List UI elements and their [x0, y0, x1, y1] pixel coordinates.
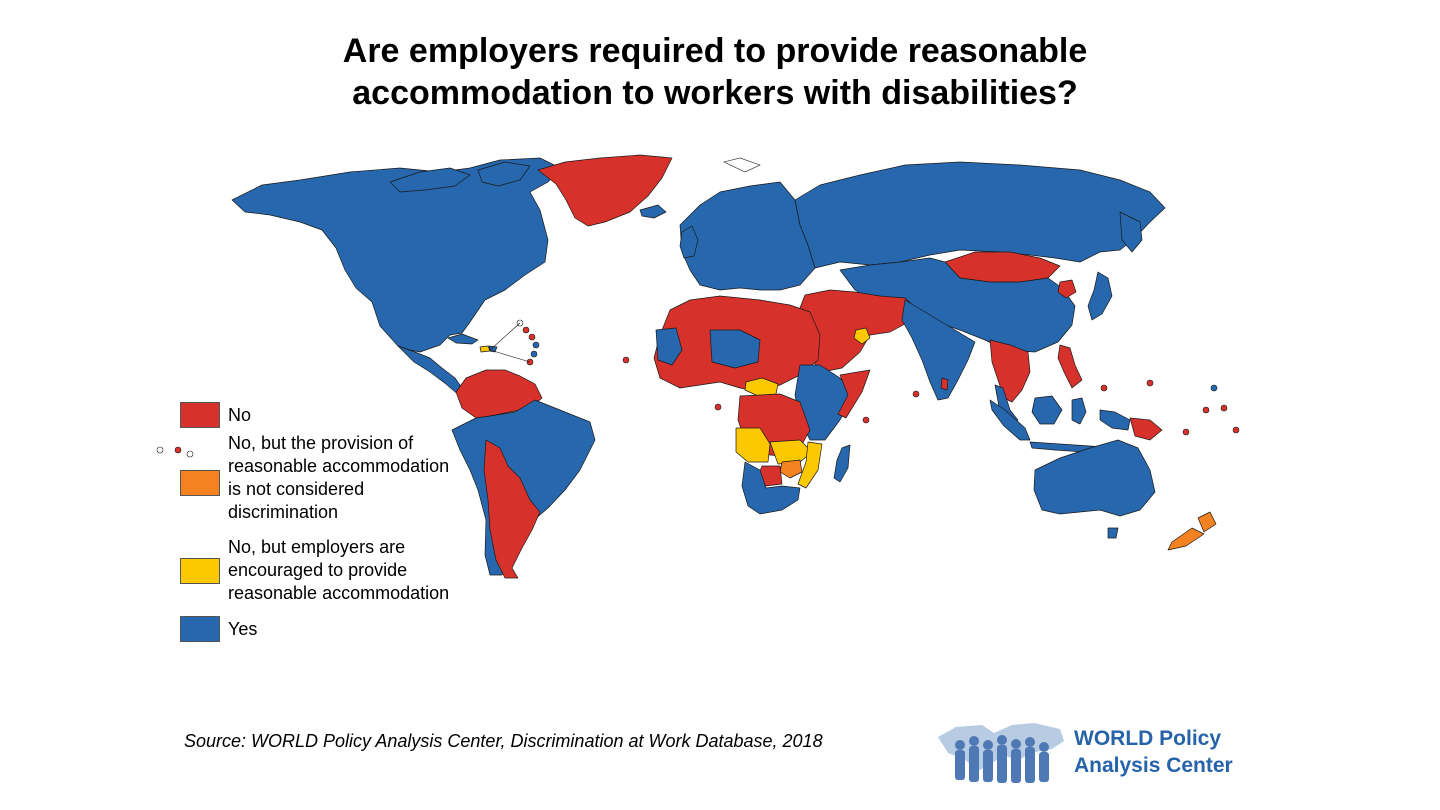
legend-no-not-discrimination-line-3: is not considered	[228, 479, 365, 499]
world-map	[156, 154, 1240, 579]
logo-line-2: Analysis Center	[1074, 754, 1233, 777]
region-iceland	[639, 204, 667, 219]
legend-no-not-discrimination-line-4: discrimination	[228, 502, 339, 522]
region-british-isles	[679, 225, 699, 259]
region-europe	[679, 181, 816, 291]
region-haiti	[479, 345, 491, 353]
legend-yes-line-1: Yes	[228, 619, 258, 639]
region-russia	[794, 161, 1166, 269]
legend-no-not-discrimination-line-2: reasonable accommodation	[228, 456, 450, 476]
region-madagascar	[833, 444, 851, 483]
legend-no-encouraged-line-3: reasonable accommodation	[228, 583, 450, 603]
region-greenland	[537, 154, 673, 227]
region-sri-lanka	[940, 377, 949, 391]
region-west-africa-coast	[655, 327, 683, 366]
region-sahel-center	[709, 329, 761, 369]
island-marker-samoa	[156, 446, 164, 454]
region-south-asia	[901, 299, 976, 401]
island-marker-caribbean-4	[532, 341, 540, 349]
legend-swatch-no	[180, 402, 220, 428]
island-marker-palau	[1100, 384, 1108, 392]
source-citation: Source: WORLD Policy Analysis Center, Di…	[184, 731, 823, 751]
map-title-line-2: accommodation to workers with disabiliti…	[352, 74, 1078, 112]
region-north-korea	[1057, 279, 1077, 299]
legend-no-not-discrimination-line-1: No, but the provision of	[228, 433, 414, 453]
region-new-zealand-south	[1167, 527, 1205, 551]
island-marker-tuvalu	[1232, 426, 1240, 434]
region-oman	[853, 327, 871, 345]
region-mozambique	[797, 441, 823, 489]
island-marker-cape-verde	[622, 356, 630, 364]
island-marker-caribbean-5	[530, 350, 538, 358]
region-angola	[735, 427, 771, 463]
map-title: Are employers required to provide reason…	[0, 30, 1430, 114]
region-tasmania	[1107, 527, 1119, 539]
region-borneo	[1031, 395, 1063, 425]
island-marker-caribbean-2	[522, 326, 530, 334]
island-marker-cook	[186, 450, 194, 458]
legend-swatch-yes	[180, 616, 220, 642]
legend-label-yes: Yes	[228, 618, 257, 641]
island-marker-vanuatu	[1182, 428, 1190, 436]
logo-line-1: WORLD Policy	[1074, 727, 1222, 750]
island-marker-kiribati	[1220, 404, 1228, 412]
region-canadian-arctic-islands	[389, 167, 471, 193]
region-baffin-island	[477, 161, 531, 187]
region-somalia	[837, 369, 871, 419]
legend-label-no-encouraged: No, but employers are encouraged to prov…	[228, 536, 449, 605]
region-north-america	[231, 157, 561, 353]
antarctic-outline-fragment	[723, 157, 761, 173]
island-marker-nauru	[1202, 406, 1210, 414]
region-southeast-asia-mainland	[989, 339, 1031, 403]
region-zimbabwe	[779, 459, 803, 479]
region-philippines	[1057, 344, 1083, 389]
region-southern-cone	[483, 439, 541, 579]
region-new-zealand-north	[1197, 511, 1217, 533]
island-marker-micronesia	[1146, 379, 1154, 387]
caribbean-leader-line-2	[489, 349, 531, 363]
island-marker-sao-tome	[714, 403, 722, 411]
region-southern-africa	[741, 461, 801, 515]
island-marker-seychelles	[862, 416, 870, 424]
region-kamchatka	[1119, 211, 1143, 253]
region-zambia	[769, 439, 813, 465]
region-australia	[1033, 439, 1156, 517]
region-sulawesi	[1071, 397, 1087, 425]
caribbean-leader-lines	[489, 322, 521, 351]
legend-no-line-1: No	[228, 405, 252, 425]
island-marker-caribbean-3	[528, 333, 536, 341]
legend-label-no: No	[228, 404, 251, 427]
region-sumatra	[989, 399, 1031, 441]
island-marker-marshall	[1210, 384, 1218, 392]
legend-label-no-not-discrimination: No, but the provision of reasonable acco…	[228, 432, 449, 524]
region-japan	[1087, 271, 1113, 321]
logo-wordmark: WORLD Policy Analysis Center	[1074, 725, 1233, 779]
region-papua-new-guinea	[1129, 417, 1163, 441]
region-cuba	[447, 333, 479, 345]
legend-no-encouraged-line-1: No, but employers are	[228, 537, 406, 557]
legend-swatch-no-encouraged	[180, 558, 220, 584]
world-policy-logo: WORLD Policy Analysis Center	[934, 715, 1254, 787]
logo-people-map-graphic	[938, 723, 1064, 783]
map-title-line-1: Are employers required to provide reason…	[342, 32, 1088, 70]
legend-swatch-no-not-discrimination	[180, 470, 220, 496]
region-new-guinea-west	[1099, 409, 1131, 431]
island-marker-tonga	[174, 446, 182, 454]
legend-no-encouraged-line-2: encouraged to provide	[228, 560, 408, 580]
island-marker-maldives	[912, 390, 920, 398]
